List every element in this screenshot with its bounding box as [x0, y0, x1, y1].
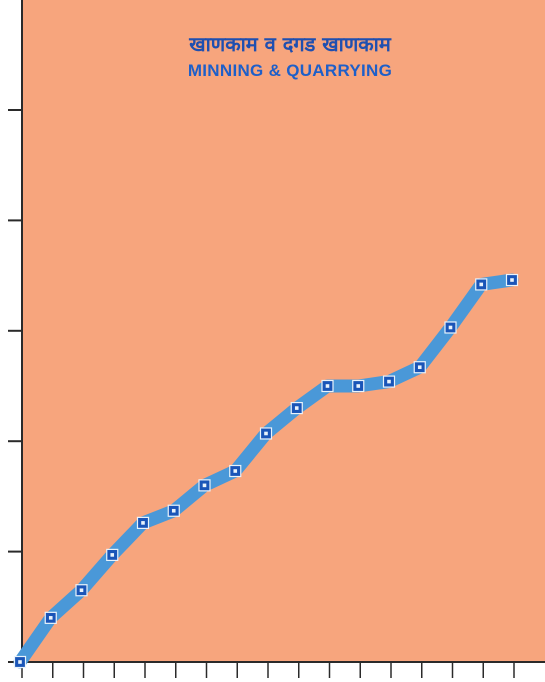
data-point-center: [171, 508, 176, 513]
data-point-center: [48, 616, 53, 620]
chart-subtitle: MINNING & QUARRYING: [187, 61, 393, 80]
data-point-center: [233, 469, 238, 473]
data-point-center: [141, 521, 145, 525]
data-point-center: [510, 278, 514, 282]
data-point-center: [18, 660, 22, 664]
data-point-center: [264, 431, 268, 436]
data-point-center: [325, 384, 330, 388]
data-point-center: [448, 325, 453, 330]
data-point-center: [110, 553, 115, 557]
chart-title: खाणकाम व दगड खाणकाम: [189, 32, 391, 56]
data-point-center: [387, 379, 391, 384]
data-point-center: [202, 483, 207, 488]
data-point-center: [294, 406, 299, 410]
data-point-center: [417, 365, 422, 370]
data-point-center: [356, 384, 361, 388]
data-point-center: [479, 282, 484, 287]
data-point-center: [79, 588, 84, 593]
